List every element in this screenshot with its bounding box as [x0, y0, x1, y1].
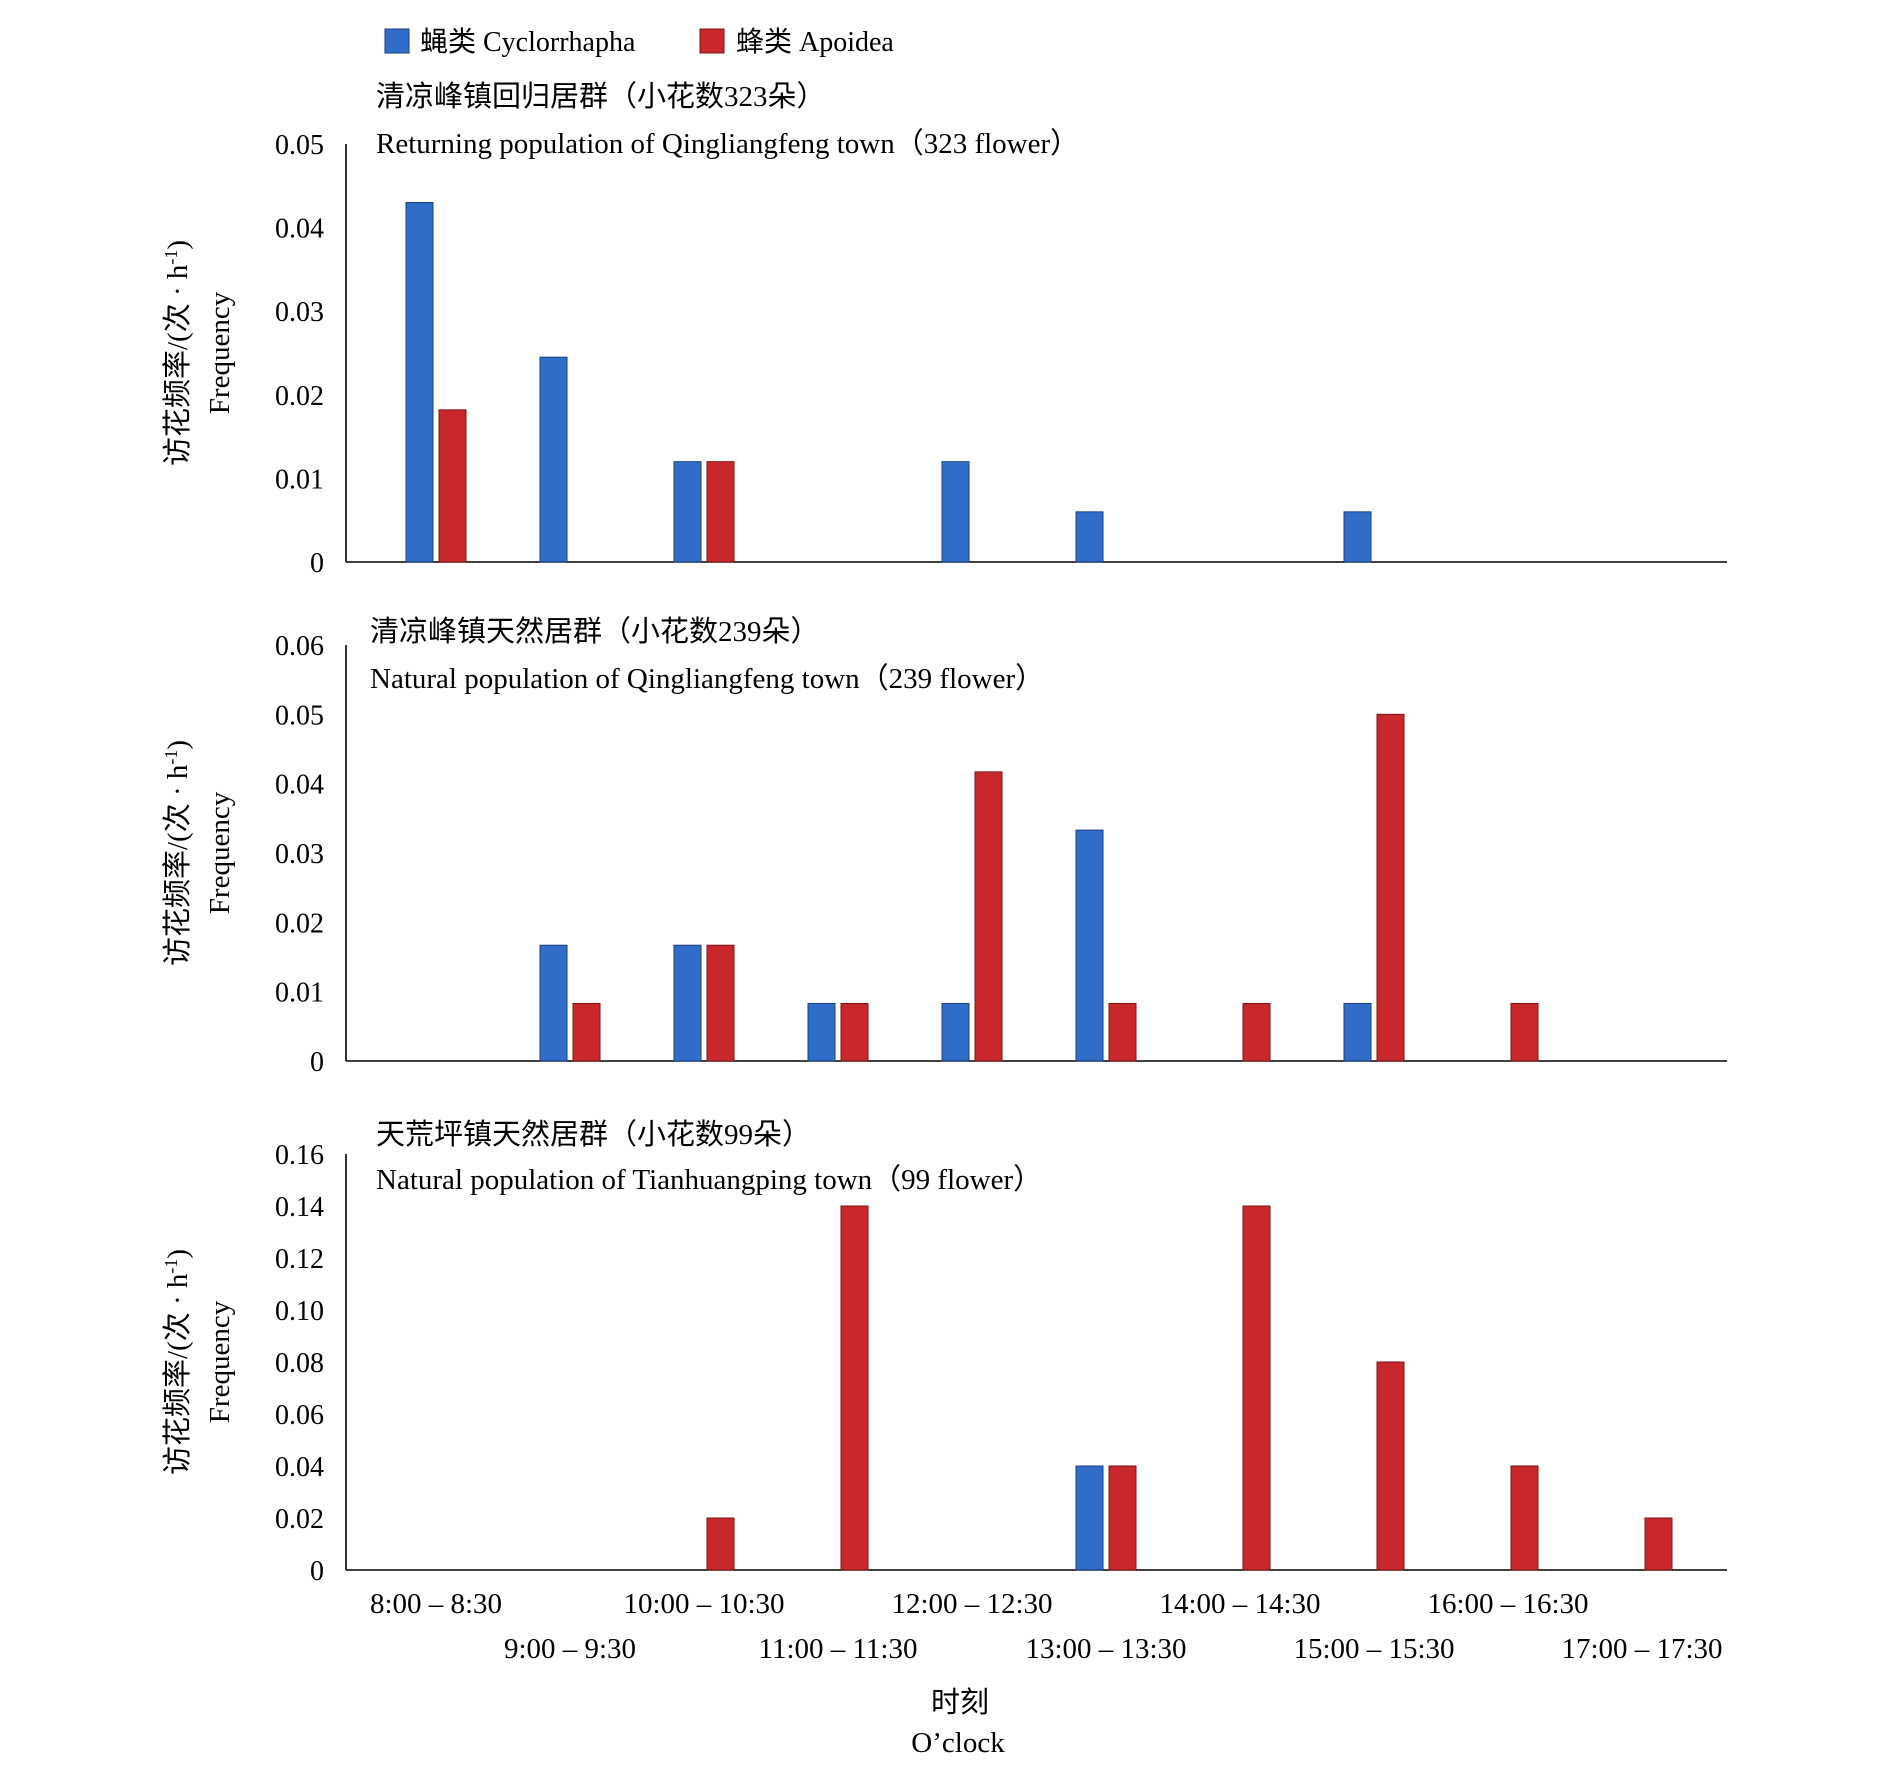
- y-axis-label-cn: 访花频率/(次 · h-1): [161, 1249, 194, 1475]
- y-tick-label: 0.02: [275, 1504, 324, 1535]
- bar-apoidea: [438, 409, 467, 563]
- x-tick-label: 8:00 – 8:30: [370, 1588, 502, 1620]
- bar-apoidea: [1108, 1465, 1137, 1571]
- legend-label-cyclorrhapha: 蝇类 Cyclorrhapha: [420, 26, 636, 58]
- x-tick-label: 9:00 – 9:30: [504, 1633, 636, 1665]
- y-tick-label: 0.06: [275, 631, 324, 662]
- bar-cyclorrhapha: [1075, 511, 1104, 563]
- legend-swatch-apoidea: [699, 28, 725, 54]
- bar-cyclorrhapha: [405, 202, 434, 563]
- y-tick-label: 0.02: [275, 381, 324, 412]
- bar-cyclorrhapha: [1343, 511, 1372, 563]
- y-axis-label-en: Frequency: [204, 791, 236, 914]
- bar-cyclorrhapha: [941, 461, 970, 563]
- y-axis-label-en: Frequency: [204, 291, 236, 414]
- x-tick-label: 15:00 – 15:30: [1293, 1633, 1454, 1665]
- x-axis-label-en: O’clock: [911, 1727, 1005, 1759]
- x-tick-label: 16:00 – 16:30: [1427, 1588, 1588, 1620]
- bar-apoidea: [840, 1205, 869, 1571]
- x-axis-label-cn: 时刻: [931, 1686, 989, 1719]
- x-tick-label: 10:00 – 10:30: [623, 1588, 784, 1620]
- y-tick-label: 0.02: [275, 908, 324, 939]
- chart-title-cn: 清凉峰镇天然居群（小花数239朵）: [370, 615, 820, 648]
- bar-apoidea: [1242, 1002, 1271, 1062]
- x-tick-label: 13:00 – 13:30: [1025, 1633, 1186, 1665]
- y-tick-label: 0.03: [275, 297, 324, 328]
- bar-apoidea: [1242, 1205, 1271, 1571]
- y-tick-label: 0.16: [275, 1140, 324, 1171]
- y-axis-label-en: Frequency: [204, 1300, 236, 1423]
- legend: 蝇类 Cyclorrhapha 蜂类 Apoidea: [384, 26, 894, 58]
- y-axis-label-cn: 访花频率/(次 · h-1): [161, 240, 194, 466]
- bar-apoidea: [706, 1517, 735, 1571]
- bar-cyclorrhapha: [673, 944, 702, 1062]
- y-tick-label: 0.14: [275, 1192, 324, 1223]
- bar-apoidea: [706, 944, 735, 1062]
- bar-apoidea: [706, 461, 735, 563]
- y-tick-label: 0.03: [275, 839, 324, 870]
- y-tick-label: 0.05: [275, 700, 324, 731]
- bar-cyclorrhapha: [1075, 829, 1104, 1062]
- y-tick-label: 0.06: [275, 1400, 324, 1431]
- bar-cyclorrhapha: [673, 461, 702, 563]
- y-tick-label: 0: [310, 548, 324, 579]
- y-tick-label: 0.10: [275, 1296, 324, 1327]
- chart-title-en: Returning population of Qingliangfeng to…: [376, 128, 1079, 160]
- bar-apoidea: [572, 1002, 601, 1062]
- legend-swatch-cyclorrhapha: [384, 28, 410, 54]
- bar-apoidea: [1376, 713, 1405, 1062]
- bar-cyclorrhapha: [1343, 1002, 1372, 1062]
- y-tick-label: 0.01: [275, 978, 324, 1009]
- y-tick-label: 0.12: [275, 1244, 324, 1275]
- bar-apoidea: [974, 771, 1003, 1062]
- bar-apoidea: [1644, 1517, 1673, 1571]
- chart-title-cn: 天荒坪镇天然居群（小花数99朵）: [376, 1118, 811, 1151]
- chart-panel-natural-tianhuangping: 天荒坪镇天然居群（小花数99朵） Natural population of Ti…: [161, 1118, 1727, 1587]
- y-tick-label: 0: [310, 1047, 324, 1078]
- x-axis-tick-labels: 8:00 – 8:309:00 – 9:30 10:00 – 10:30 11:00…: [370, 1588, 1723, 1665]
- bar-cyclorrhapha: [539, 944, 568, 1062]
- chart-title-en: Natural population of Tianhuangping town…: [376, 1164, 1042, 1196]
- y-tick-label: 0.01: [275, 464, 324, 495]
- chart-title-en: Natural population of Qingliangfeng town…: [370, 663, 1044, 695]
- y-tick-label: 0.04: [275, 1452, 324, 1483]
- bar-apoidea: [840, 1002, 869, 1062]
- bar-cyclorrhapha: [807, 1002, 836, 1062]
- bar-apoidea: [1510, 1465, 1539, 1571]
- y-tick-label: 0.05: [275, 130, 324, 161]
- y-tick-label: 0.04: [275, 214, 324, 245]
- bar-cyclorrhapha: [941, 1002, 970, 1062]
- y-axis-label-cn: 访花频率/(次 · h-1): [161, 740, 194, 966]
- y-tick-label: 0.04: [275, 770, 324, 801]
- chart-panel-natural-qingliangfeng: 清凉峰镇天然居群（小花数239朵） Natural population of Q…: [161, 615, 1727, 1078]
- bar-apoidea: [1108, 1002, 1137, 1062]
- bar-cyclorrhapha: [539, 356, 568, 563]
- x-tick-label: 12:00 – 12:30: [891, 1588, 1052, 1620]
- bar-cyclorrhapha: [1075, 1465, 1104, 1571]
- x-tick-label: 17:00 – 17:30: [1561, 1633, 1722, 1665]
- legend-label-apoidea: 蜂类 Apoidea: [736, 26, 894, 58]
- chart-panel-returning-qingliangfeng: 清凉峰镇回归居群（小花数323朵） Returning population of…: [161, 80, 1727, 579]
- bar-apoidea: [1510, 1002, 1539, 1062]
- x-tick-label: 14:00 – 14:30: [1159, 1588, 1320, 1620]
- y-tick-label: 0.08: [275, 1348, 324, 1379]
- bar-apoidea: [1376, 1361, 1405, 1571]
- x-tick-label: 11:00 – 11:30: [759, 1633, 918, 1665]
- chart-title-cn: 清凉峰镇回归居群（小花数323朵）: [376, 80, 826, 113]
- y-tick-label: 0: [310, 1556, 324, 1587]
